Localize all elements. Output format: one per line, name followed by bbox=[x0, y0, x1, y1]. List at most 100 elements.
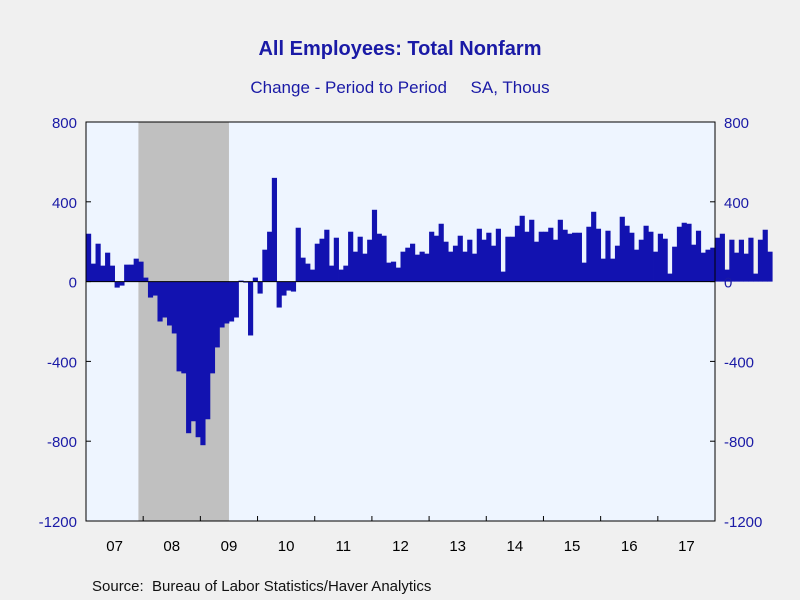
y-tick-label-left: 400 bbox=[52, 195, 77, 212]
bar bbox=[753, 273, 759, 282]
bar bbox=[333, 237, 339, 282]
x-tick-label: 11 bbox=[336, 538, 352, 555]
bar bbox=[462, 251, 468, 282]
bar bbox=[762, 229, 768, 282]
bar bbox=[419, 251, 425, 282]
bar bbox=[309, 269, 316, 282]
bar bbox=[433, 235, 440, 282]
source-note: Source: Bureau of Labor Statistics/Haver… bbox=[92, 578, 432, 595]
bar bbox=[143, 277, 149, 282]
bar bbox=[500, 271, 506, 282]
bar bbox=[105, 252, 111, 282]
bar bbox=[638, 239, 644, 282]
bar bbox=[367, 239, 373, 282]
bar bbox=[619, 216, 625, 282]
bar bbox=[262, 249, 268, 282]
bar bbox=[224, 281, 230, 324]
bar bbox=[300, 257, 306, 282]
bar bbox=[352, 251, 359, 282]
bar bbox=[209, 281, 216, 374]
bar bbox=[276, 281, 282, 308]
y-tick-label-right: 0 bbox=[724, 275, 732, 292]
bar bbox=[386, 262, 392, 282]
bar bbox=[486, 232, 492, 282]
bar bbox=[438, 223, 444, 282]
bar bbox=[562, 229, 568, 282]
bar bbox=[390, 261, 397, 282]
y-tick-label-right: -800 bbox=[724, 434, 754, 451]
bar bbox=[133, 258, 139, 282]
bar bbox=[443, 241, 449, 282]
y-tick-label-left: 800 bbox=[52, 115, 77, 132]
bar bbox=[648, 231, 654, 282]
bar bbox=[576, 232, 582, 282]
bar bbox=[119, 281, 125, 286]
bar bbox=[700, 252, 706, 282]
x-tick-label: 16 bbox=[621, 538, 638, 555]
x-tick-label: 08 bbox=[163, 538, 180, 555]
bar bbox=[491, 245, 497, 282]
bar bbox=[710, 247, 716, 282]
bar bbox=[162, 281, 168, 318]
bar bbox=[414, 254, 420, 282]
bar bbox=[729, 239, 735, 282]
bar bbox=[147, 281, 154, 298]
bar bbox=[200, 281, 206, 446]
bar bbox=[529, 219, 535, 282]
bar bbox=[248, 281, 254, 336]
bar bbox=[319, 238, 325, 282]
bar bbox=[552, 239, 559, 282]
bar bbox=[686, 223, 692, 282]
bar bbox=[586, 226, 592, 282]
bar bbox=[395, 267, 401, 282]
y-tick-label-left: -800 bbox=[47, 434, 77, 451]
bar bbox=[538, 231, 544, 282]
bar bbox=[600, 258, 606, 282]
bar bbox=[734, 252, 740, 282]
bar bbox=[381, 235, 387, 282]
bar bbox=[738, 239, 744, 282]
bar bbox=[371, 209, 378, 282]
x-tick-label: 15 bbox=[564, 538, 581, 555]
x-tick-label: 09 bbox=[221, 538, 238, 555]
bar bbox=[186, 281, 192, 434]
bar bbox=[743, 253, 749, 282]
chart-subtitle: Change - Period to Period SA, Thous bbox=[0, 78, 800, 98]
bar bbox=[657, 233, 663, 282]
bar bbox=[86, 233, 92, 282]
bar bbox=[405, 247, 411, 282]
bar bbox=[257, 281, 263, 294]
bar bbox=[314, 243, 320, 282]
bar bbox=[695, 230, 702, 282]
bar bbox=[605, 230, 611, 282]
bar bbox=[252, 277, 258, 282]
bar bbox=[90, 263, 96, 282]
bar bbox=[286, 281, 292, 291]
bar bbox=[429, 231, 435, 282]
bar bbox=[195, 281, 201, 438]
bar bbox=[205, 281, 211, 420]
bar bbox=[138, 261, 144, 282]
y-tick-label-right: -400 bbox=[724, 354, 754, 371]
bar bbox=[495, 228, 501, 282]
bar bbox=[524, 231, 530, 282]
subtitle-units: SA, Thous bbox=[470, 78, 550, 97]
y-tick-label-left: 0 bbox=[69, 275, 77, 292]
bar bbox=[691, 244, 697, 282]
bar bbox=[533, 241, 540, 282]
bar bbox=[343, 265, 349, 282]
bar bbox=[190, 281, 196, 422]
bar bbox=[705, 249, 711, 282]
bar bbox=[329, 265, 335, 282]
bar bbox=[467, 239, 473, 282]
bar bbox=[724, 269, 730, 282]
bar bbox=[481, 239, 487, 282]
y-tick-label-left: -1200 bbox=[39, 514, 77, 531]
bar bbox=[410, 243, 416, 282]
bar bbox=[476, 228, 482, 282]
bar bbox=[557, 219, 563, 282]
bar bbox=[629, 232, 635, 282]
bar bbox=[267, 231, 273, 282]
bar bbox=[595, 228, 602, 282]
bar bbox=[228, 281, 235, 322]
